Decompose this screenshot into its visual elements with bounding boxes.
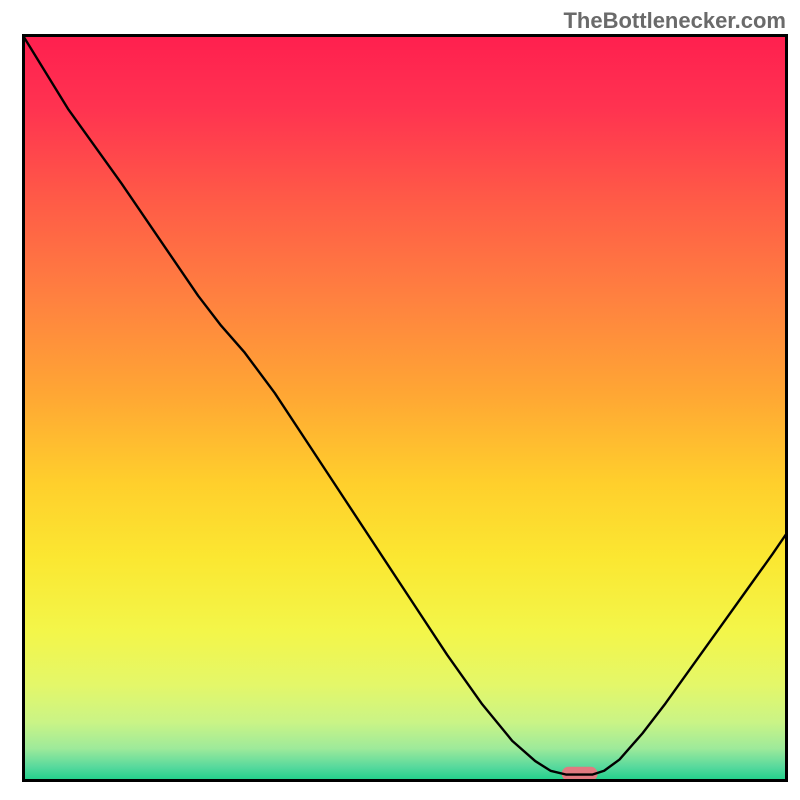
watermark: TheBottlenecker.com: [563, 8, 786, 34]
bottleneck-chart: [22, 34, 788, 782]
chart-background: [22, 34, 788, 782]
